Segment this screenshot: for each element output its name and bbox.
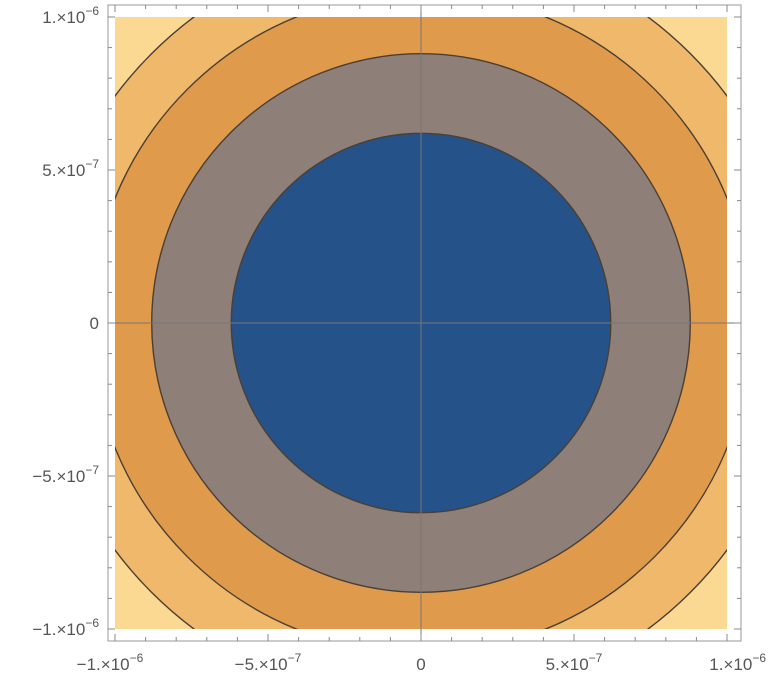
y-tick-label-0: 1.×10−6 <box>42 4 99 27</box>
x-tick-label-0: −1.×10−6 <box>77 651 144 674</box>
y-tick-label-2: 0 <box>90 314 99 333</box>
x-tick-label-4: 1.×10−6 <box>709 651 766 674</box>
x-tick-label-1: −5.×10−7 <box>235 651 302 674</box>
x-tick-label-2: 0 <box>416 655 425 674</box>
axis-ticks <box>108 5 741 641</box>
y-tick-label-4: −1.×10−6 <box>32 616 99 639</box>
y-tick-label-3: −5.×10−7 <box>32 463 99 486</box>
axes <box>108 5 741 641</box>
y-tick-label-1: 5.×10−7 <box>42 157 99 180</box>
x-tick-label-3: 5.×10−7 <box>546 651 603 674</box>
tick-labels: −1.×10−6 −5.×10−7 0 5.×10−7 1.×10−6 1.×10−6 5.… <box>32 4 766 674</box>
contour-regions <box>115 17 727 629</box>
